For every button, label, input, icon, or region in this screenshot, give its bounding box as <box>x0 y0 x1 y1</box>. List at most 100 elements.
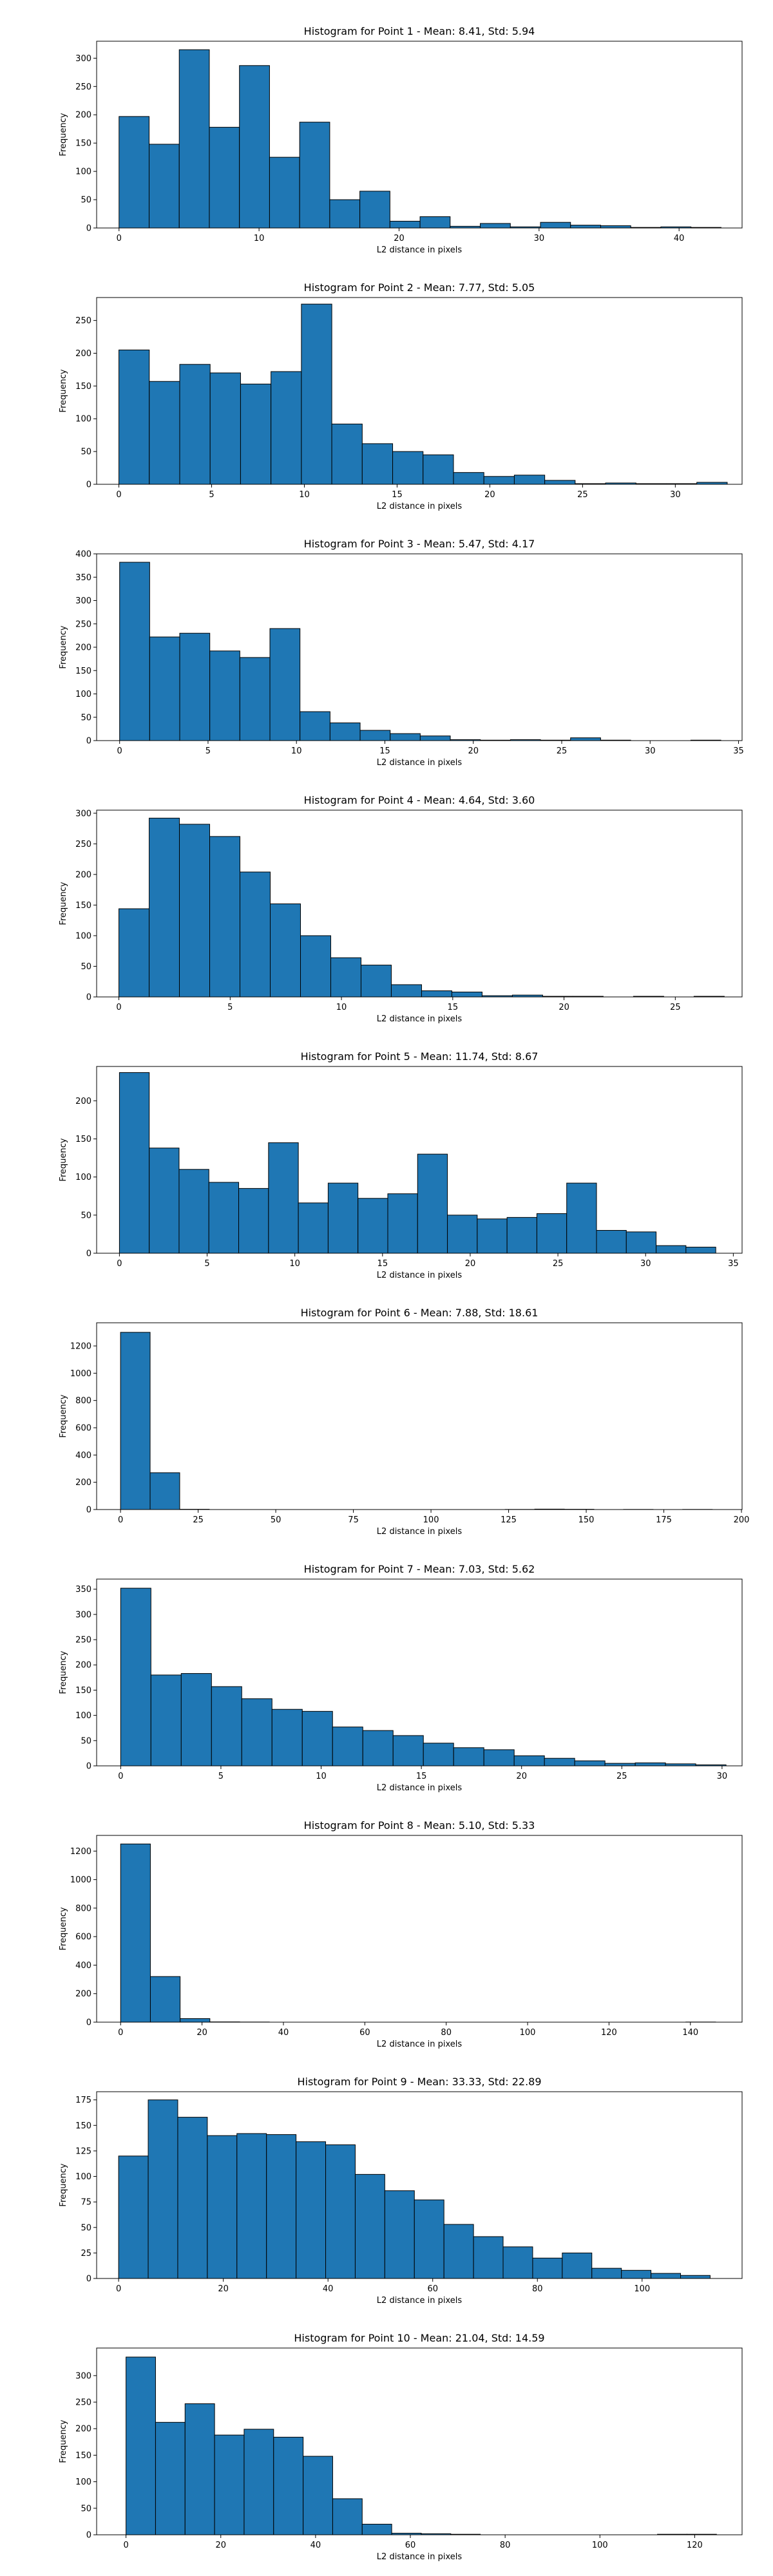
histogram-bar <box>179 632 211 741</box>
histogram-bar <box>600 225 631 229</box>
histogram-bar <box>562 2252 593 2279</box>
histogram-panel-10: Histogram for Point 10 - Mean: 21.04, St… <box>59 2332 743 2562</box>
x-axis-label: L2 distance in pixels <box>377 245 463 255</box>
y-tick-label: 800 <box>75 1396 91 1406</box>
y-tick-label: 150 <box>75 382 91 392</box>
y-tick-label: 0 <box>86 2531 91 2541</box>
chart-title: Histogram for Point 2 - Mean: 7.77, Std:… <box>304 281 535 294</box>
x-tick-label: 100 <box>634 2284 650 2294</box>
histogram-bar <box>414 2199 444 2279</box>
chart-title: Histogram for Point 6 - Mean: 7.88, Std:… <box>301 1307 539 1319</box>
histogram-bar <box>238 1188 269 1254</box>
axes-frame <box>96 41 743 229</box>
histogram-bar <box>239 65 270 229</box>
histogram-panel-7: Histogram for Point 7 - Mean: 7.03, Std:… <box>59 1563 743 1793</box>
x-tick-label: 100 <box>592 2541 608 2550</box>
y-tick-label: 300 <box>75 809 91 819</box>
x-axis-label: L2 distance in pixels <box>377 758 463 768</box>
chart-title: Histogram for Point 3 - Mean: 5.47, Std:… <box>304 538 535 550</box>
histogram-bar <box>209 650 240 741</box>
histogram-bar <box>177 2117 208 2279</box>
chart-title: Histogram for Point 10 - Mean: 21.04, St… <box>294 2332 544 2344</box>
histogram-bar <box>477 1218 508 1254</box>
histogram-bar <box>241 1698 272 1766</box>
x-tick-label: 35 <box>728 1259 739 1269</box>
x-tick-label: 0 <box>117 234 122 243</box>
y-tick-label: 150 <box>75 667 91 676</box>
y-tick-label: 200 <box>75 1478 91 1488</box>
x-tick-label: 15 <box>448 1003 459 1012</box>
histogram-bar <box>119 908 150 998</box>
histogram-bar <box>680 2275 711 2279</box>
y-tick-label: 100 <box>75 167 91 177</box>
y-tick-label: 250 <box>75 2398 91 2408</box>
histogram-bar <box>178 49 210 229</box>
y-tick-label: 100 <box>75 1173 91 1182</box>
histogram-bar <box>387 1193 418 1254</box>
x-tick-label: 80 <box>441 2028 452 2038</box>
x-tick-label: 40 <box>310 2541 321 2550</box>
histogram-bar <box>149 817 180 998</box>
histogram-bar <box>329 722 361 741</box>
y-tick-label: 600 <box>75 1423 91 1433</box>
x-axis-label: L2 distance in pixels <box>377 502 463 511</box>
histogram-bar <box>300 711 330 741</box>
histogram-bar <box>299 122 330 229</box>
histogram-bar <box>296 2141 327 2279</box>
histogram-bar <box>243 2429 274 2535</box>
y-tick-label: 100 <box>75 690 91 699</box>
histogram-bar <box>332 2498 363 2535</box>
histogram-bar <box>390 984 422 998</box>
histogram-bar <box>301 1710 333 1766</box>
histogram-bar <box>362 1730 394 1766</box>
x-tick-label: 30 <box>670 490 681 500</box>
axes-frame <box>96 2091 743 2279</box>
histogram-bar <box>119 562 150 741</box>
histogram-bar <box>330 957 361 998</box>
histogram-bar <box>214 2434 245 2535</box>
x-tick-label: 140 <box>682 2028 698 2038</box>
histogram-bar <box>447 1215 478 1254</box>
y-tick-label: 100 <box>75 2172 91 2182</box>
histogram-bar <box>361 443 394 485</box>
x-tick-label: 20 <box>394 234 405 243</box>
x-tick-label: 30 <box>645 746 656 756</box>
histogram-bar <box>240 871 271 998</box>
x-axis-label: L2 distance in pixels <box>377 1014 463 1024</box>
histogram-bar <box>502 2246 533 2279</box>
histogram-bar <box>184 2403 215 2535</box>
y-tick-label: 300 <box>75 1610 91 1620</box>
y-tick-label: 400 <box>75 1961 91 1971</box>
chart-title: Histogram for Point 5 - Mean: 11.74, Std… <box>301 1050 539 1063</box>
x-tick-label: 15 <box>416 1772 427 1781</box>
x-tick-label: 0 <box>117 746 122 756</box>
histogram-bar <box>621 2269 652 2279</box>
x-tick-label: 40 <box>278 2028 289 2038</box>
x-axis-label: L2 distance in pixels <box>377 2296 463 2306</box>
histogram-bar <box>574 1760 606 1766</box>
x-tick-label: 60 <box>359 2028 370 2038</box>
histogram-bar <box>301 303 332 485</box>
x-tick-label: 0 <box>116 1003 121 1012</box>
y-tick-label: 150 <box>75 1686 91 1696</box>
histogram-bar <box>273 2436 304 2535</box>
histogram-bar <box>483 476 515 485</box>
x-tick-label: 10 <box>299 490 310 500</box>
x-tick-label: 120 <box>601 2028 617 2038</box>
y-tick-label: 0 <box>86 480 91 490</box>
x-tick-label: 10 <box>291 746 302 756</box>
y-tick-label: 50 <box>81 2223 91 2233</box>
histogram-bar <box>359 730 391 741</box>
x-tick-label: 15 <box>392 490 403 500</box>
y-tick-label: 300 <box>75 2371 91 2381</box>
histogram-panel-5: Histogram for Point 5 - Mean: 11.74, Std… <box>59 1050 743 1280</box>
x-tick-label: 25 <box>616 1772 627 1781</box>
x-tick-label: 10 <box>336 1003 347 1012</box>
y-tick-label: 50 <box>81 196 91 205</box>
y-tick-label: 600 <box>75 1933 91 1942</box>
y-tick-label: 200 <box>75 111 91 120</box>
histogram-bar <box>149 381 180 485</box>
x-tick-label: 35 <box>733 746 744 756</box>
histogram-bar <box>473 2236 504 2279</box>
x-tick-label: 5 <box>227 1003 233 1012</box>
